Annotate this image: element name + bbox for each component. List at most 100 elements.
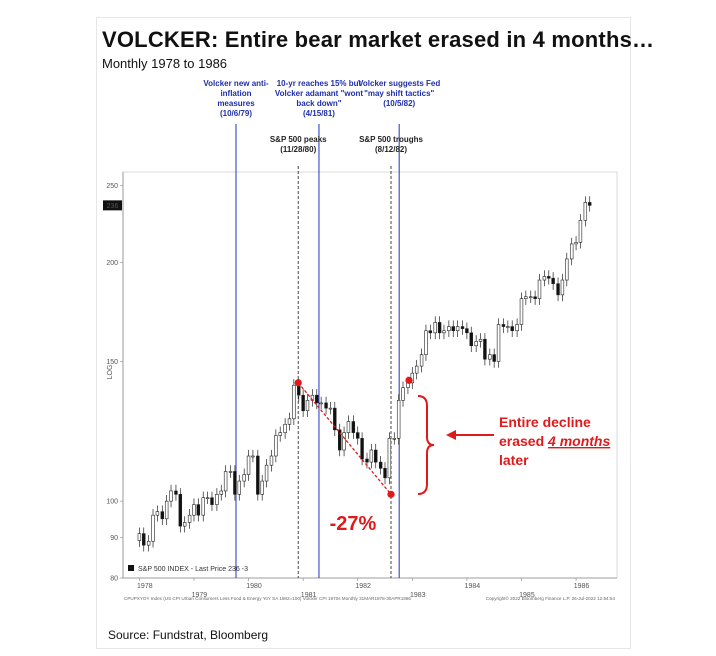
decline-percent-label: -27% xyxy=(330,513,377,535)
candle-body xyxy=(196,504,201,516)
x-tick-label: 1982 xyxy=(355,583,371,590)
candle-body xyxy=(378,461,383,469)
candle-body xyxy=(182,522,187,527)
footer-small-right: Copyright© 2022 Bloomberg Finance L.P. 2… xyxy=(486,595,616,601)
candle-body xyxy=(533,296,537,299)
candle-body xyxy=(228,471,233,473)
candle-body xyxy=(460,326,465,329)
candle-body xyxy=(374,449,378,463)
last-price-badge-text: 236 xyxy=(107,203,119,210)
candle-body xyxy=(146,540,151,546)
decline-line xyxy=(297,382,392,495)
candle-body xyxy=(542,276,547,281)
candle-body xyxy=(506,326,510,328)
source-note: Source: Fundstrat, Bloomberg xyxy=(108,628,269,642)
candle-body xyxy=(547,276,551,279)
y-tick-label: 150 xyxy=(106,359,118,366)
x-tick-label: 1986 xyxy=(574,583,590,590)
candle-body xyxy=(524,296,528,299)
candle-body xyxy=(315,394,319,404)
x-tick-label: 1983 xyxy=(410,592,426,599)
candle-body xyxy=(337,429,342,451)
y-tick-label: 200 xyxy=(106,260,118,267)
callout-line-2-prefix: erased xyxy=(499,433,548,449)
candle-body xyxy=(342,432,346,451)
candle-body xyxy=(301,394,305,412)
candle-body xyxy=(515,324,519,332)
candle-body xyxy=(328,407,333,410)
callout-line-2: erased 4 months xyxy=(499,433,610,449)
candle-body xyxy=(565,258,569,281)
footer-small-left: CPUPXYOY Index (US CPI Urban Consumers L… xyxy=(124,596,411,601)
candle-body xyxy=(169,490,173,502)
candle-body xyxy=(174,490,178,495)
candle-body xyxy=(433,322,437,334)
candle-body xyxy=(274,435,278,457)
x-tick-label: 1979 xyxy=(192,592,208,599)
x-tick-label: 1985 xyxy=(519,592,535,599)
candle-body xyxy=(455,326,460,332)
candle-body xyxy=(264,464,269,482)
event-label: (11/28/80) xyxy=(280,145,316,154)
y-tick-label: 250 xyxy=(106,183,118,190)
last-price-badge xyxy=(103,200,122,211)
candle-body xyxy=(587,202,592,206)
event-label: 10-yr reaches 15% but xyxy=(277,79,362,88)
chart-title: VOLCKER: Entire bear market erased in 4 … xyxy=(102,27,655,52)
event-label: (10/6/79) xyxy=(220,109,252,118)
candle-body xyxy=(478,338,483,342)
candle-body xyxy=(556,283,560,296)
event-label: Volcker suggests Fed xyxy=(358,79,440,88)
chart-subtitle: Monthly 1978 to 1986 xyxy=(102,56,228,71)
candle-body xyxy=(537,279,542,299)
candle-body xyxy=(137,533,142,541)
candle-body xyxy=(437,322,442,334)
candle-body xyxy=(510,326,514,332)
candle-body xyxy=(369,449,374,463)
candle-body xyxy=(419,354,424,367)
candle-body xyxy=(283,423,287,433)
candle-body xyxy=(414,365,419,374)
candle-body xyxy=(396,400,401,439)
event-label: back down" xyxy=(296,99,341,108)
candle-body xyxy=(360,438,364,460)
candle-body xyxy=(387,438,392,479)
candle-body xyxy=(569,243,574,260)
candle-body xyxy=(492,354,496,362)
x-tick-label: 1980 xyxy=(246,583,262,590)
candle-body xyxy=(223,471,228,492)
event-label: (4/15/81) xyxy=(303,109,335,118)
candle-body xyxy=(346,421,351,433)
candle-body xyxy=(187,514,192,523)
candle-body xyxy=(278,432,282,436)
event-label: S&P 500 peaks xyxy=(270,135,327,144)
candle-body xyxy=(574,242,578,245)
callout-line-3: later xyxy=(499,452,529,468)
event-label: Volcker adamant "wont xyxy=(275,89,363,98)
candle-body xyxy=(205,497,210,500)
candle-body xyxy=(178,494,183,527)
trough-marker xyxy=(387,490,395,498)
y-tick-label: 80 xyxy=(110,576,118,583)
event-label: (10/5/82) xyxy=(383,99,415,108)
candle-body xyxy=(351,421,356,433)
candle-body xyxy=(519,298,524,325)
candle-body xyxy=(324,402,328,409)
candle-body xyxy=(242,474,246,482)
candle-body xyxy=(401,387,405,401)
candle-body xyxy=(474,341,478,347)
y-axis-scale-label: LOG xyxy=(107,365,114,380)
event-label: (8/12/82) xyxy=(375,145,407,154)
candle-body xyxy=(428,330,433,334)
candle-body xyxy=(251,455,255,458)
event-label: Volcker new anti- xyxy=(203,79,269,88)
x-tick-label: 1984 xyxy=(465,583,481,590)
candle-body xyxy=(451,326,455,332)
y-tick-label: 100 xyxy=(106,499,118,506)
recovery-marker xyxy=(405,376,413,384)
event-label: "may shift tactics" xyxy=(364,89,434,98)
callout-line-1: Entire decline xyxy=(499,414,591,430)
candle-body xyxy=(529,296,533,299)
event-label: measures xyxy=(217,99,255,108)
candle-body xyxy=(210,497,214,505)
